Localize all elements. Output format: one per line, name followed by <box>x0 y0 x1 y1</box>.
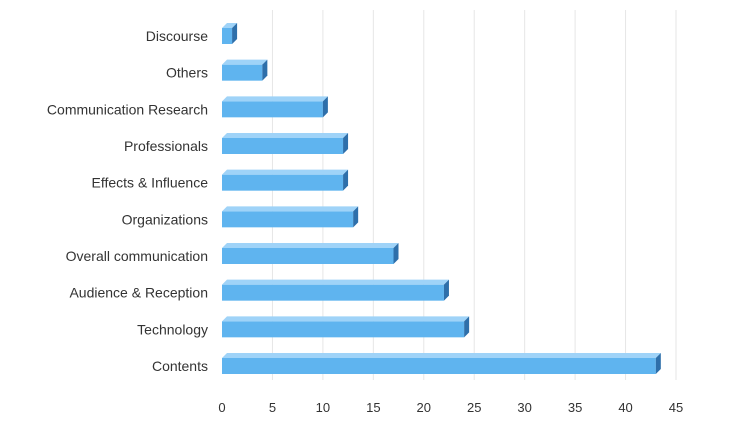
bar-side <box>343 169 349 191</box>
bar-side <box>262 59 268 81</box>
x-tick-label: 20 <box>417 400 431 415</box>
bar <box>222 316 470 338</box>
bar-top <box>222 23 238 28</box>
bar <box>222 23 238 44</box>
bar <box>222 133 349 154</box>
bar-top <box>222 169 349 175</box>
bar-side <box>232 23 238 44</box>
bar-side <box>443 279 449 301</box>
bar-top <box>222 133 349 138</box>
bar <box>222 279 449 301</box>
bar-side <box>464 316 470 338</box>
category-label: Discourse <box>146 28 208 44</box>
category-label: Technology <box>137 321 208 337</box>
category-label: Others <box>166 65 208 81</box>
bar-side <box>393 243 399 264</box>
bar-face <box>222 284 444 301</box>
category-label: Overall communication <box>66 248 208 264</box>
category-label: Effects & Influence <box>92 175 209 191</box>
bar-top <box>222 316 470 322</box>
bar <box>222 243 399 264</box>
bar-face <box>222 101 323 118</box>
category-labels: Discourse Others Communication Research Pro… <box>47 28 208 374</box>
gridlines <box>271 10 677 380</box>
x-axis-tick-labels: 0 5 10 15 20 25 30 35 40 45 <box>218 400 683 415</box>
category-label: Professionals <box>124 138 208 154</box>
bar <box>222 96 328 118</box>
x-tick-label: 45 <box>669 400 683 415</box>
x-tick-label: 35 <box>568 400 582 415</box>
bar-face <box>222 64 263 81</box>
bar-top <box>222 353 661 358</box>
category-label: Communication Research <box>47 101 208 117</box>
bar-top <box>222 96 328 102</box>
bar-face <box>222 358 656 374</box>
bar-face <box>222 138 344 154</box>
bar <box>222 169 349 191</box>
bar-face <box>222 28 233 44</box>
bar-face <box>222 248 394 264</box>
bar-face <box>222 321 465 338</box>
bar-top <box>222 279 449 285</box>
x-tick-label: 5 <box>269 400 276 415</box>
bar-top <box>222 206 359 212</box>
bar-side <box>343 133 349 154</box>
category-label: Contents <box>152 358 208 374</box>
bar-face <box>222 174 344 191</box>
bar-face <box>222 211 354 228</box>
bars <box>222 23 661 374</box>
x-tick-label: 25 <box>467 400 481 415</box>
bar-side <box>655 353 661 374</box>
bar <box>222 353 661 374</box>
x-tick-label: 15 <box>366 400 380 415</box>
bar-top <box>222 243 399 248</box>
category-label: Organizations <box>122 211 208 227</box>
x-tick-label: 30 <box>517 400 531 415</box>
x-tick-label: 10 <box>316 400 330 415</box>
bar-side <box>322 96 328 118</box>
category-label: Audience & Reception <box>69 285 208 301</box>
bar-top <box>222 59 268 65</box>
x-tick-label: 0 <box>218 400 225 415</box>
bar <box>222 59 268 81</box>
bar <box>222 206 359 228</box>
x-tick-label: 40 <box>618 400 632 415</box>
bar-side <box>353 206 359 228</box>
